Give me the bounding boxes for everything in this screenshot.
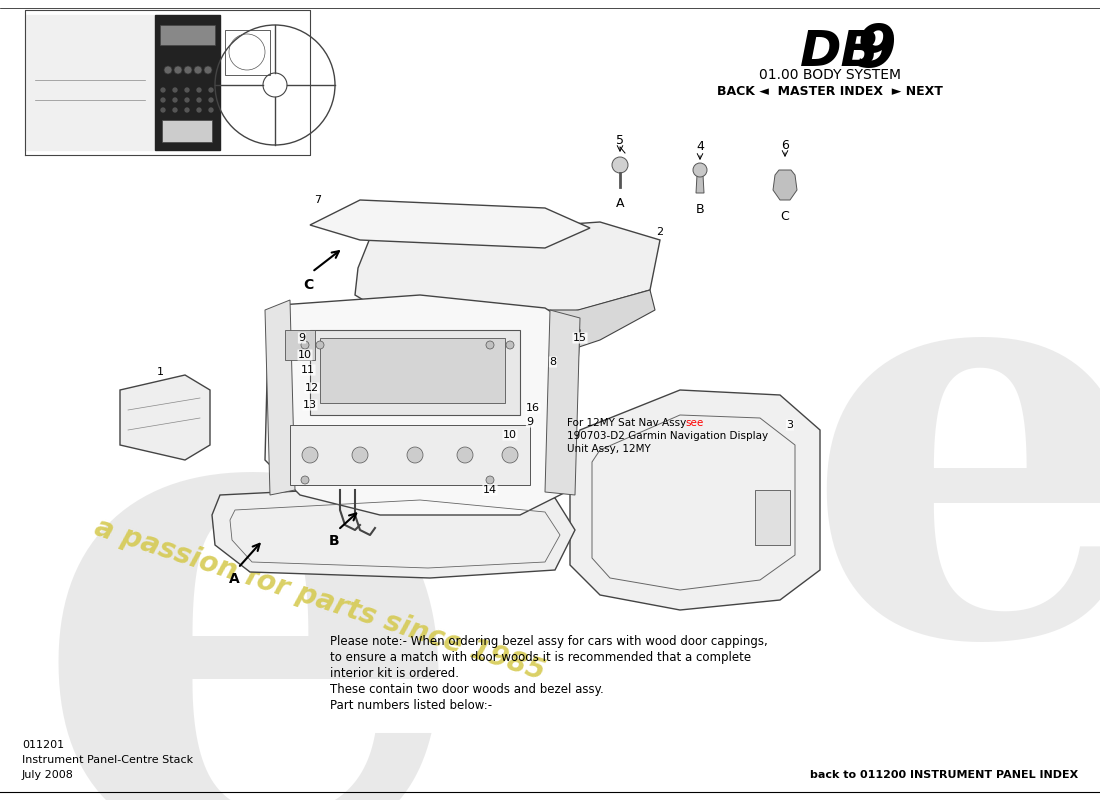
Text: Unit Assy, 12MY: Unit Assy, 12MY: [566, 444, 651, 454]
Bar: [310, 330, 520, 415]
Text: 190703-D2 Garmin Navigation Display: 190703-D2 Garmin Navigation Display: [566, 431, 768, 441]
Text: to ensure a match with door woods it is recommended that a complete: to ensure a match with door woods it is …: [330, 651, 751, 664]
Circle shape: [502, 447, 518, 463]
Circle shape: [196, 107, 202, 113]
Circle shape: [208, 87, 214, 93]
Text: 2: 2: [657, 227, 663, 237]
Text: see: see: [685, 418, 703, 428]
Text: 13: 13: [302, 400, 317, 410]
Text: 6: 6: [781, 139, 789, 152]
Circle shape: [456, 447, 473, 463]
Polygon shape: [265, 300, 295, 495]
Circle shape: [172, 87, 178, 93]
Polygon shape: [450, 290, 654, 355]
Circle shape: [184, 87, 190, 93]
Polygon shape: [696, 175, 704, 193]
Text: a passion for parts since 1985: a passion for parts since 1985: [91, 514, 549, 686]
Circle shape: [208, 97, 214, 103]
Text: Instrument Panel-Centre Stack: Instrument Panel-Centre Stack: [22, 755, 194, 765]
Polygon shape: [212, 485, 575, 578]
Circle shape: [194, 66, 202, 74]
Circle shape: [196, 87, 202, 93]
Circle shape: [506, 341, 514, 349]
Text: 14: 14: [483, 485, 497, 495]
Text: These contain two door woods and bezel assy.: These contain two door woods and bezel a…: [330, 683, 604, 696]
Text: 1: 1: [156, 367, 164, 377]
Bar: [290, 425, 530, 485]
Circle shape: [301, 476, 309, 484]
Circle shape: [164, 66, 172, 74]
Circle shape: [160, 97, 166, 103]
Circle shape: [693, 163, 707, 177]
Text: 4: 4: [696, 140, 704, 153]
Bar: [755, 490, 790, 545]
Text: 011201: 011201: [22, 740, 64, 750]
Polygon shape: [544, 310, 580, 495]
Text: 10: 10: [298, 350, 312, 360]
Bar: [160, 25, 215, 45]
Text: A: A: [229, 572, 240, 586]
Polygon shape: [570, 390, 820, 610]
Text: e: e: [803, 210, 1100, 750]
Polygon shape: [265, 295, 580, 515]
Text: 7: 7: [315, 195, 321, 205]
Bar: [162, 120, 212, 142]
Circle shape: [486, 341, 494, 349]
Circle shape: [301, 341, 309, 349]
Text: C: C: [302, 278, 313, 292]
Text: Part numbers listed below:-: Part numbers listed below:-: [330, 699, 492, 712]
Text: 11: 11: [301, 365, 315, 375]
Circle shape: [208, 107, 214, 113]
Text: C: C: [781, 210, 790, 223]
Circle shape: [302, 447, 318, 463]
Polygon shape: [25, 15, 155, 150]
Text: July 2008: July 2008: [22, 770, 74, 780]
Bar: [320, 338, 505, 403]
Circle shape: [352, 447, 368, 463]
Polygon shape: [155, 15, 220, 150]
Bar: [226, 30, 270, 75]
Text: 5: 5: [616, 134, 624, 147]
Circle shape: [174, 66, 182, 74]
Bar: [285, 330, 315, 360]
Text: BACK ◄  MASTER INDEX  ► NEXT: BACK ◄ MASTER INDEX ► NEXT: [717, 85, 943, 98]
Text: e: e: [30, 314, 472, 800]
Circle shape: [486, 476, 494, 484]
Polygon shape: [310, 200, 590, 248]
Circle shape: [184, 66, 192, 74]
Polygon shape: [773, 170, 798, 200]
Text: 16: 16: [526, 403, 540, 413]
Circle shape: [196, 97, 202, 103]
Text: B: B: [695, 203, 704, 216]
Polygon shape: [355, 222, 660, 318]
Circle shape: [204, 66, 212, 74]
Circle shape: [160, 107, 166, 113]
Text: back to 011200 INSTRUMENT PANEL INDEX: back to 011200 INSTRUMENT PANEL INDEX: [810, 770, 1078, 780]
Polygon shape: [120, 375, 210, 460]
Text: 01.00 BODY SYSTEM: 01.00 BODY SYSTEM: [759, 68, 901, 82]
Text: 3: 3: [786, 420, 793, 430]
Circle shape: [612, 157, 628, 173]
Text: 9: 9: [298, 333, 306, 343]
Text: 10: 10: [503, 430, 517, 440]
Circle shape: [407, 447, 424, 463]
Text: 8: 8: [549, 357, 557, 367]
Circle shape: [184, 97, 190, 103]
Circle shape: [172, 97, 178, 103]
Text: 12: 12: [305, 383, 319, 393]
Circle shape: [172, 107, 178, 113]
Text: A: A: [616, 197, 625, 210]
Circle shape: [184, 107, 190, 113]
Circle shape: [316, 341, 324, 349]
Text: Please note:- When ordering bezel assy for cars with wood door cappings,: Please note:- When ordering bezel assy f…: [330, 635, 768, 648]
Text: 15: 15: [573, 333, 587, 343]
Text: DB: DB: [800, 28, 880, 76]
Circle shape: [160, 87, 166, 93]
Text: For 12MY Sat Nav Assy: For 12MY Sat Nav Assy: [566, 418, 690, 428]
Text: B: B: [329, 534, 339, 548]
Text: interior kit is ordered.: interior kit is ordered.: [330, 667, 459, 680]
Text: 9: 9: [527, 417, 534, 427]
Text: 9: 9: [856, 22, 896, 79]
